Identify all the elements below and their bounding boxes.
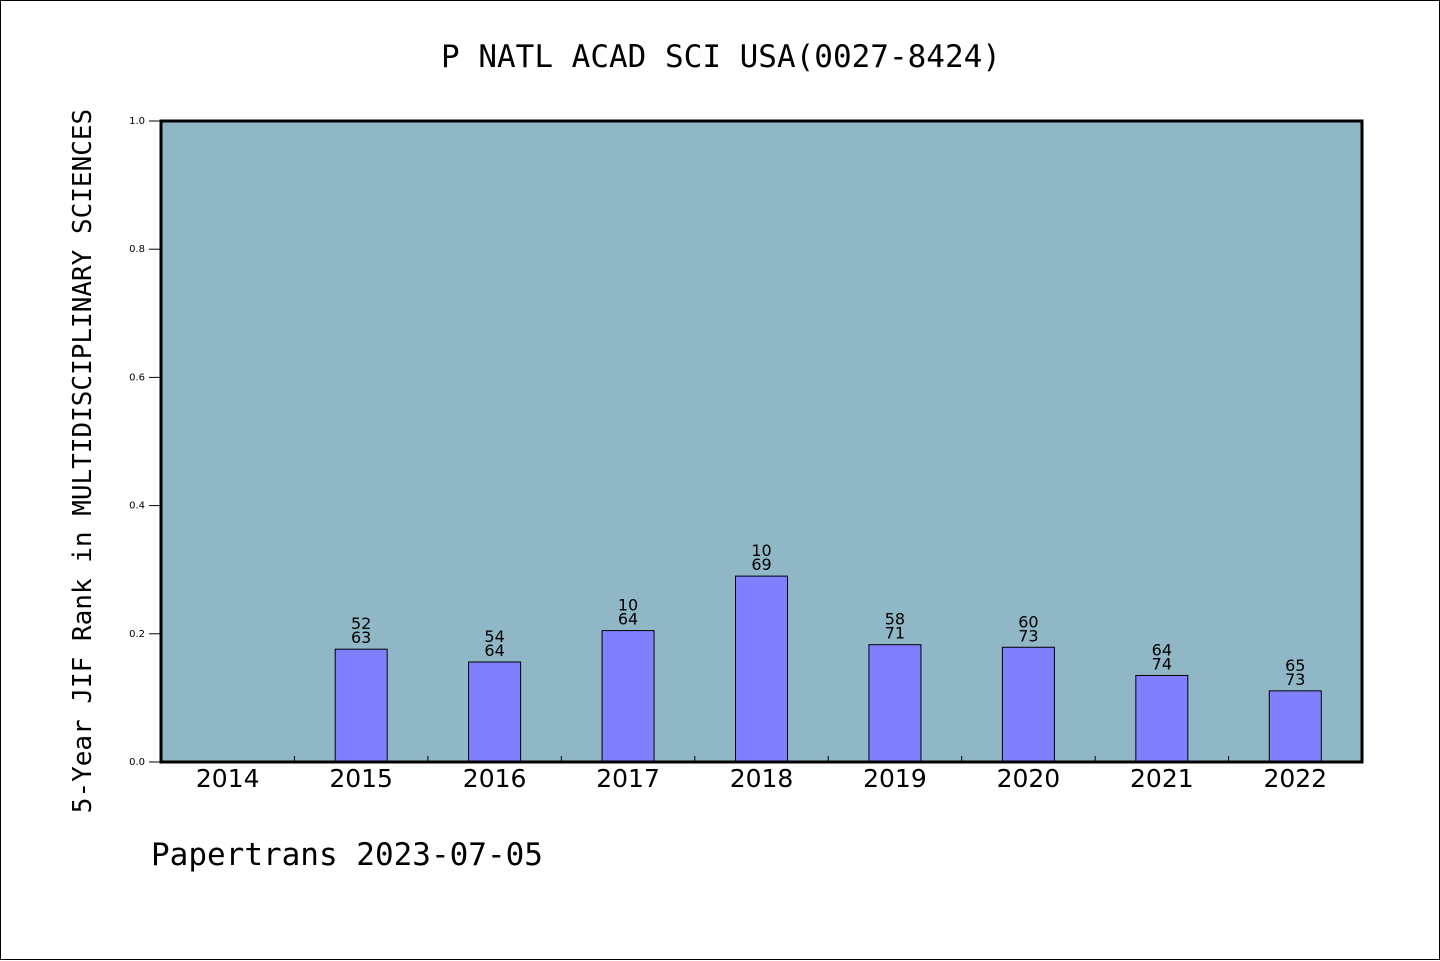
x-tick-label: 2016 — [463, 764, 527, 793]
bar-label: 60 — [1018, 612, 1038, 631]
x-tick-label: 2022 — [1263, 764, 1327, 793]
x-tick-label: 2018 — [730, 764, 794, 793]
bar-2020 — [1001, 646, 1055, 763]
y-tick-label: 0.6 — [129, 372, 145, 383]
y-axis: 0.0 0.2 0.4 0.6 0.8 1.0 — [129, 116, 160, 768]
x-axis: 2014 2015 2016 2017 2018 2019 2020 2021 2022 — [196, 756, 1327, 793]
y-tick-label: 1.0 — [129, 116, 145, 127]
x-tick-label: 2015 — [329, 764, 393, 793]
y-tick-label: 0.2 — [129, 629, 145, 640]
bar-2015 — [334, 648, 388, 763]
bar-label: 58 — [885, 610, 905, 629]
bar-label: 69 — [751, 555, 771, 574]
bar-label: 64 — [618, 610, 638, 629]
plot-border — [159, 119, 1364, 764]
bar-label: 10 — [751, 541, 771, 560]
bar-label: 74 — [1152, 654, 1172, 673]
bar-label: 10 — [618, 596, 638, 615]
x-tick-label: 2014 — [196, 764, 260, 793]
bar-label: 63 — [351, 628, 371, 647]
y-tick-label: 0.4 — [129, 501, 145, 512]
bar-label: 73 — [1285, 670, 1305, 689]
bar-label: 64 — [1152, 640, 1172, 659]
bar-2022 — [1268, 690, 1322, 763]
bar-label: 64 — [484, 641, 504, 660]
x-tick-label: 2021 — [1130, 764, 1194, 793]
bar-label: 65 — [1285, 656, 1305, 675]
x-tick-label: 2020 — [997, 764, 1061, 793]
footer-text: Papertrans 2023-07-05 — [151, 837, 543, 873]
x-tick-label: 2019 — [863, 764, 927, 793]
bar-label: 52 — [351, 614, 371, 633]
chart-title: P NATL ACAD SCI USA(0027-8424) — [441, 39, 1001, 75]
bar-label: 73 — [1018, 626, 1038, 645]
bar-label: 54 — [484, 627, 504, 646]
bar-2016 — [468, 661, 522, 763]
bar-2018 — [735, 575, 788, 763]
bar-2017 — [601, 630, 655, 763]
bar-2019 — [868, 644, 922, 763]
y-tick-label: 0.8 — [129, 244, 145, 255]
y-axis-label: 5-Year JIF Rank in MULTIDISCIPLINARY SCI… — [68, 109, 98, 813]
bar-label: 71 — [885, 624, 905, 643]
x-tick-label: 2017 — [596, 764, 660, 793]
bar-2021 — [1135, 674, 1189, 763]
y-tick-label: 0.0 — [129, 757, 145, 768]
